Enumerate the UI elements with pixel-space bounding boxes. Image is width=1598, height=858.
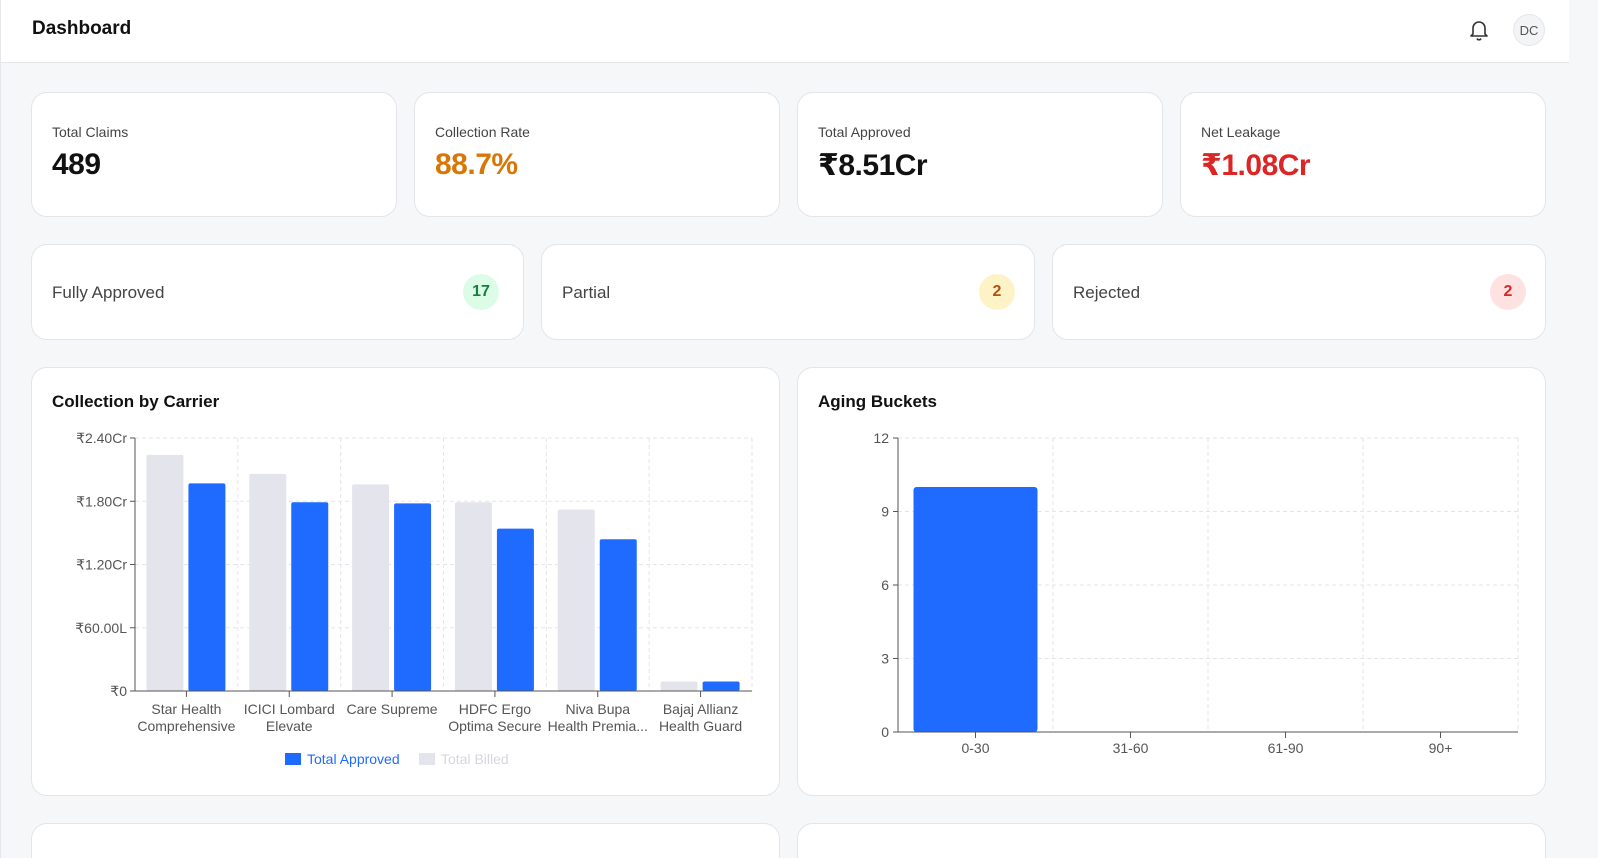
x-tick-label: Niva Bupa	[565, 701, 630, 717]
carrier-bar-chart: ₹0 ₹60.00L ₹1.20Cr ₹1.80Cr ₹2.40Cr Star Healt…	[75, 430, 753, 767]
bell-icon[interactable]	[1468, 18, 1490, 42]
y-tick-label: ₹60.00L	[75, 620, 127, 636]
bar-total-approved	[702, 681, 740, 691]
y-tick-label: ₹2.40Cr	[76, 430, 127, 446]
bar-total-billed	[557, 509, 595, 691]
bar-total-approved	[291, 502, 329, 691]
carrier-chart-card: Collection by Carrier ₹0 ₹60.00L ₹1.20Cr ₹1…	[31, 367, 780, 796]
x-tick-label: Bajaj Allianz	[663, 701, 739, 717]
x-tick-label: 0-30	[961, 740, 989, 756]
chart-title: Collection by Carrier	[52, 392, 220, 411]
x-tick-label: Health Guard	[659, 718, 742, 734]
y-tick-label: 6	[881, 577, 889, 593]
stat-label: Total Claims	[52, 124, 129, 140]
status-badge: 2	[1490, 274, 1526, 310]
stat-value: ₹1.08Cr	[1201, 149, 1311, 182]
bar-total-billed	[454, 502, 492, 691]
y-tick-label: ₹1.80Cr	[76, 493, 127, 509]
x-tick-label: Care Supreme	[347, 701, 438, 717]
x-tick-label: 90+	[1429, 740, 1453, 756]
y-tick-label: 3	[881, 651, 889, 667]
status-label: Fully Approved	[52, 283, 165, 302]
y-tick-label: 12	[873, 430, 889, 446]
stat-value: 88.7%	[435, 148, 518, 181]
page-title: Dashboard	[32, 18, 132, 39]
stat-card-collection-rate: Collection Rate 88.7%	[414, 92, 780, 217]
y-tick-label: ₹0	[110, 683, 127, 699]
x-tick-label: Health Premia...	[548, 718, 648, 734]
avatar[interactable]: DC	[1513, 14, 1545, 46]
y-tick-label: 9	[881, 504, 889, 520]
legend-label-approved: Total Approved	[307, 751, 400, 767]
bar-total-approved	[496, 528, 534, 691]
status-card-rejected[interactable]: Rejected 2	[1052, 244, 1546, 340]
bar-total-billed	[146, 454, 184, 691]
bar-aging	[913, 487, 1038, 732]
top-bar: Dashboard DC	[1, 0, 1569, 63]
stat-label: Total Approved	[818, 124, 911, 140]
bar-total-approved	[599, 539, 637, 691]
aging-chart-card: Aging Buckets 0 3 6 9 12 0-30 31-60 61-90 90+	[797, 367, 1546, 796]
stat-card-net-leakage: Net Leakage ₹1.08Cr	[1180, 92, 1546, 217]
legend-swatch-approved	[285, 753, 301, 765]
stat-label: Collection Rate	[435, 124, 530, 140]
status-card-partial[interactable]: Partial 2	[541, 244, 1035, 340]
chart-title: Aging Buckets	[818, 392, 938, 411]
stat-label: Net Leakage	[1201, 124, 1281, 140]
status-label: Rejected	[1073, 283, 1141, 302]
bar-total-billed	[352, 484, 390, 691]
stat-value: ₹8.51Cr	[818, 149, 928, 182]
x-tick-label: HDFC Ergo	[459, 701, 532, 717]
next-card-right	[797, 823, 1546, 858]
bar-total-approved	[394, 503, 432, 691]
stat-card-total-approved: Total Approved ₹8.51Cr	[797, 92, 1163, 217]
x-tick-label: Elevate	[266, 718, 313, 734]
bar-total-billed	[249, 473, 287, 691]
y-tick-label: ₹1.20Cr	[76, 557, 127, 573]
x-tick-label: Star Health	[151, 701, 221, 717]
aging-bar-chart: 0 3 6 9 12 0-30 31-60 61-90 90+	[873, 430, 1519, 756]
status-badge: 17	[463, 274, 499, 310]
y-tick-label: 0	[881, 724, 889, 740]
status-card-fully-approved[interactable]: Fully Approved 17	[31, 244, 524, 340]
next-card-left	[31, 823, 780, 858]
legend-label-billed: Total Billed	[441, 751, 509, 767]
status-label: Partial	[562, 283, 611, 302]
status-badge: 2	[979, 274, 1015, 310]
x-tick-label: Optima Secure	[448, 718, 542, 734]
legend-swatch-billed	[419, 753, 435, 765]
x-tick-label: 31-60	[1113, 740, 1149, 756]
x-tick-label: ICICI Lombard	[244, 701, 335, 717]
x-tick-label: Comprehensive	[137, 718, 235, 734]
bar-total-billed	[660, 681, 698, 691]
stat-value: 489	[52, 148, 101, 181]
bar-total-approved	[188, 483, 226, 691]
stat-card-total-claims: Total Claims 489	[31, 92, 397, 217]
x-tick-label: 61-90	[1268, 740, 1304, 756]
